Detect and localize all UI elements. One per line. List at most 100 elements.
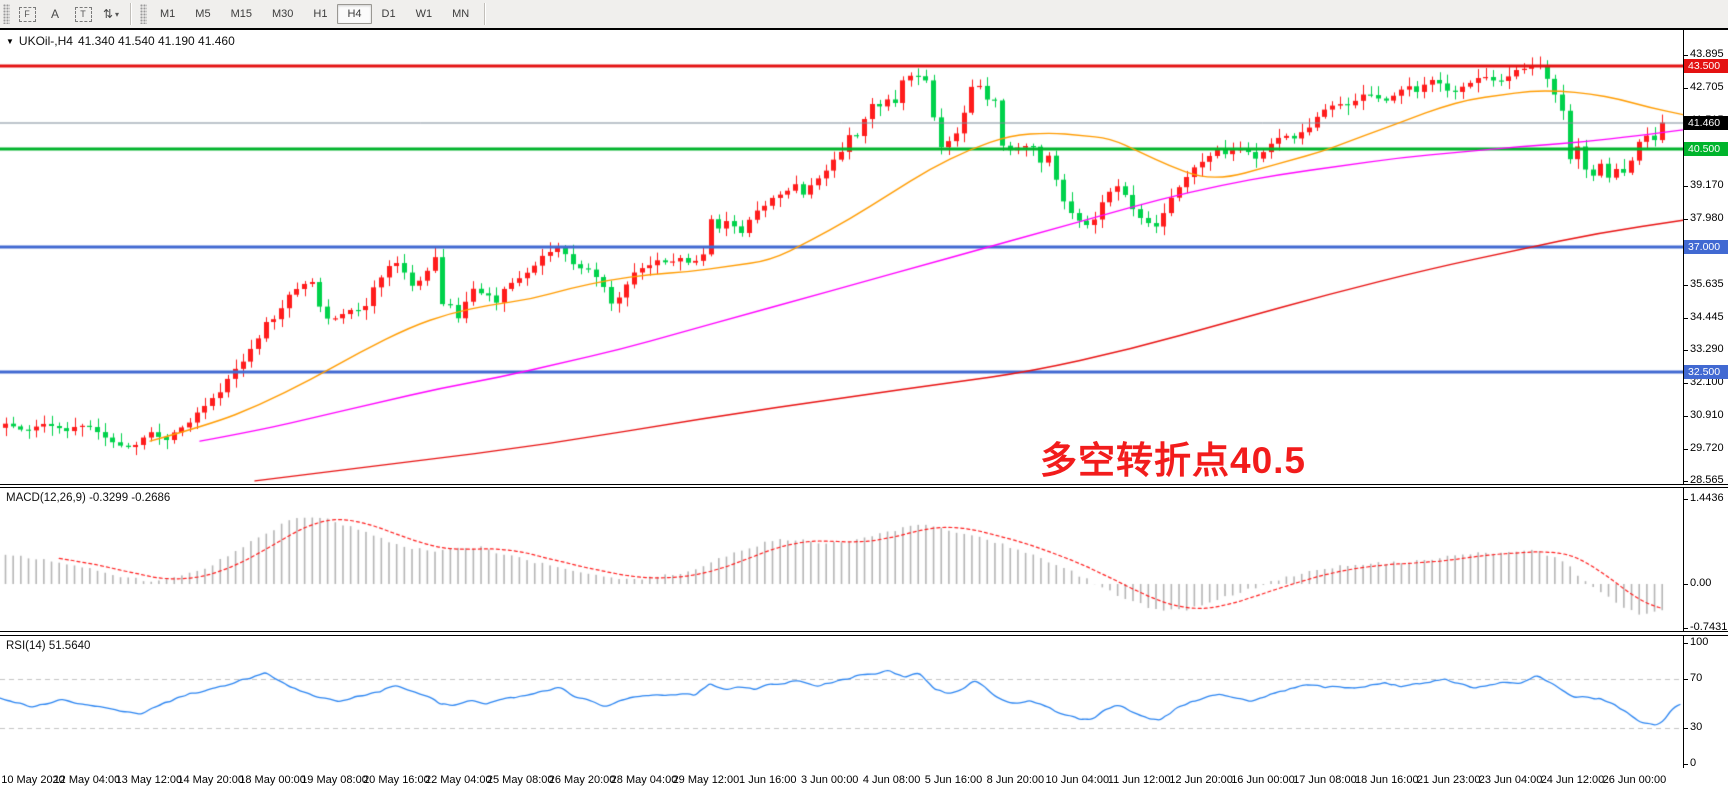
- selection-box-button[interactable]: F: [14, 2, 40, 26]
- timeframe-m15-button[interactable]: M15: [230, 8, 252, 20]
- macd-tick-label: 1.4436: [1690, 492, 1724, 504]
- rsi-axis-line: [1683, 636, 1684, 768]
- time-tick-label: 26 May 20:00: [548, 774, 616, 786]
- rsi-tick-label: 30: [1690, 721, 1703, 733]
- time-tick-label: 25 May 08:00: [486, 774, 554, 786]
- chart-title[interactable]: ▼ UKOil-,H4 41.340 41.540 41.190 41.460: [6, 34, 235, 48]
- time-tick-label: 21 Jun 23:00: [1416, 774, 1481, 786]
- toolbar-grip[interactable]: [3, 4, 10, 24]
- time-tick-label: 26 Jun 00:00: [1602, 774, 1667, 786]
- price-axis-line: [1683, 30, 1684, 484]
- macd-tick-label: -0.7431: [1690, 621, 1728, 633]
- time-tick-label: 3 Jun 00:00: [800, 774, 859, 786]
- price-tick: [1683, 219, 1688, 220]
- time-tick-label: 17 Jun 08:00: [1293, 774, 1357, 786]
- timeframe-w1-button[interactable]: W1: [415, 8, 433, 20]
- time-tick-label: 29 May 12:00: [672, 774, 740, 786]
- time-tick-label: 12 May 04:00: [53, 774, 121, 786]
- price-tick: [1683, 285, 1688, 286]
- time-tick-label: 19 May 08:00: [301, 774, 368, 786]
- time-tick-label: 28 May 04:00: [610, 774, 678, 786]
- price-tick-label: 33.290: [1690, 343, 1724, 355]
- time-tick-label: 22 May 04:00: [424, 774, 492, 786]
- dropdown-caret-icon[interactable]: ▾: [115, 9, 120, 19]
- rsi-panel: RSI(14) 51.5640 100 70 30 0: [0, 636, 1728, 769]
- timeframe-m1-button[interactable]: M1: [160, 8, 176, 20]
- toolbar-grip[interactable]: [140, 4, 147, 24]
- time-tick-label: 14 May 20:00: [177, 774, 245, 786]
- time-tick-label: 5 Jun 16:00: [924, 774, 983, 786]
- price-tick-label: 37.980: [1690, 212, 1724, 224]
- rsi-tick: [1683, 643, 1688, 644]
- macd-tick: [1683, 499, 1688, 500]
- rsi-label: RSI(14) 51.5640: [6, 640, 91, 652]
- price-tick: [1683, 88, 1688, 89]
- macd-panel: MACD(12,26,9) -0.3299 -0.2686 1.4436 0.00…: [0, 488, 1728, 633]
- time-tick-label: 18 Jun 16:00: [1354, 774, 1419, 786]
- price-tick-label: 29.720: [1690, 442, 1724, 454]
- timeframe-mn-button[interactable]: MN: [452, 8, 470, 20]
- time-axis[interactable]: 10 May 2020 12 May 04:00 13 May 12:00 14 Ma…: [0, 768, 1728, 793]
- price-chart-canvas[interactable]: [0, 30, 1683, 484]
- price-tick: [1683, 383, 1688, 384]
- macd-axis-line: [1683, 488, 1684, 631]
- price-tick-label: 42.705: [1690, 81, 1724, 93]
- time-tick-label: 10 Jun 04:00: [1045, 774, 1110, 786]
- price-chart-panel: ▼ UKOil-,H4 41.340 41.540 41.190 41.460 …: [0, 30, 1728, 486]
- swap-arrows-button[interactable]: ⇅ ▾: [98, 2, 124, 26]
- chart-ohlc-values: 41.340 41.540 41.190 41.460: [77, 34, 235, 48]
- price-badge: 43.500: [1684, 59, 1728, 73]
- rsi-tick-label: 100: [1690, 636, 1709, 648]
- price-tick-label: 39.170: [1690, 179, 1724, 191]
- time-tick-label: 11 Jun 12:00: [1107, 774, 1171, 786]
- price-badge: 32.500: [1684, 365, 1728, 379]
- price-badge: 40.500: [1684, 142, 1728, 156]
- toolbar-separator: [130, 3, 132, 25]
- selection-box-icon: F: [18, 6, 36, 22]
- time-tick-label: 24 Jun 12:00: [1540, 774, 1605, 786]
- price-tick: [1683, 186, 1688, 187]
- price-badge: 41.460: [1684, 116, 1728, 130]
- text-annotation-button[interactable]: A: [42, 2, 68, 26]
- price-tick: [1683, 449, 1688, 450]
- price-tick-label: 43.895: [1690, 48, 1724, 60]
- price-tick: [1683, 416, 1688, 417]
- rsi-tick: [1683, 679, 1688, 680]
- panel-splitter[interactable]: [0, 484, 1728, 488]
- price-tick-label: 34.445: [1690, 311, 1724, 323]
- chart-symbol-label: UKOil-,H4: [18, 34, 73, 48]
- timeframe-h4-button[interactable]: H4: [337, 4, 372, 24]
- macd-label: MACD(12,26,9) -0.3299 -0.2686: [6, 492, 171, 504]
- chart-annotation-text: 多空转折点40.5: [1040, 440, 1307, 481]
- chevron-down-icon[interactable]: ▼: [6, 36, 14, 46]
- toolbar-separator: [484, 3, 487, 25]
- text-box-button[interactable]: T: [70, 2, 96, 26]
- time-tick-label: 20 May 16:00: [363, 774, 430, 786]
- toolbar-icon-buttons: F A T ⇅ ▾: [13, 2, 125, 26]
- macd-canvas[interactable]: [0, 488, 1683, 631]
- text-annotation-icon: A: [50, 7, 59, 21]
- rsi-canvas[interactable]: [0, 636, 1683, 768]
- price-tick-label: 28.565: [1690, 474, 1724, 486]
- price-tick: [1683, 55, 1688, 56]
- timeframe-m5-button[interactable]: M5: [195, 8, 211, 20]
- price-tick-label: 30.910: [1690, 409, 1724, 421]
- timeframe-d1-button[interactable]: D1: [381, 8, 396, 20]
- time-tick-label: 4 Jun 08:00: [862, 774, 921, 786]
- timeframe-h1-button[interactable]: H1: [313, 8, 328, 20]
- time-tick-label: 8 Jun 20:00: [986, 774, 1045, 786]
- panel-splitter[interactable]: [0, 631, 1728, 636]
- time-tick-label: 18 May 00:00: [239, 774, 306, 786]
- swap-arrows-icon: ⇅: [102, 7, 114, 21]
- price-tick-label: 35.635: [1690, 278, 1724, 290]
- timeframe-m30-button[interactable]: M30: [271, 8, 294, 20]
- time-tick-label: 10 May 2020: [1, 774, 65, 786]
- rsi-tick-label: 0: [1690, 757, 1697, 769]
- rsi-tick: [1683, 764, 1688, 765]
- text-box-icon: T: [74, 6, 92, 22]
- rsi-tick: [1683, 728, 1688, 729]
- toolbar: F A T ⇅ ▾ M1 M5 M15 M30 H1 H4 D1 W1 MN: [0, 0, 1728, 29]
- macd-tick-label: 0.00: [1690, 577, 1712, 589]
- price-badge: 37.000: [1684, 240, 1728, 254]
